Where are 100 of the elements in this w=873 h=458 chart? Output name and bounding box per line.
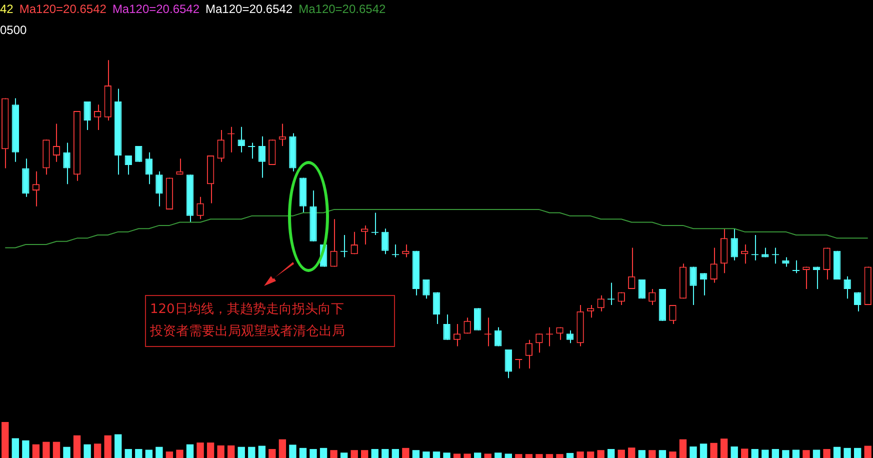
bar [278, 439, 286, 458]
bar [371, 449, 378, 458]
candlestick [710, 247, 718, 284]
candlestick [586, 304, 594, 318]
candlestick [217, 130, 224, 162]
bar [156, 446, 163, 458]
candlestick [196, 196, 204, 220]
bar [504, 454, 512, 458]
bar [464, 454, 471, 458]
candlestick [63, 142, 70, 185]
bar [330, 450, 338, 458]
candlestick [402, 244, 410, 258]
candlestick [669, 304, 676, 325]
candlestick [443, 314, 450, 340]
candlestick [32, 170, 40, 207]
text: Ma120=20.6542 [298, 2, 386, 16]
bar [73, 435, 81, 458]
bar [145, 450, 153, 458]
bar [576, 452, 584, 458]
candlestick [782, 256, 790, 268]
bar [782, 450, 790, 458]
candlestick [823, 247, 830, 280]
bar [176, 450, 184, 458]
bar [453, 454, 461, 458]
candlestick [156, 170, 163, 207]
bar [720, 438, 728, 458]
bar [618, 450, 625, 458]
candlestick [422, 279, 430, 300]
bar [741, 448, 748, 458]
bar [52, 442, 60, 458]
bar [186, 444, 194, 458]
bar [84, 444, 91, 458]
bar [310, 449, 317, 458]
bar [94, 444, 102, 458]
bar [392, 449, 400, 458]
bar [608, 449, 615, 458]
candlestick [330, 218, 338, 268]
bar [12, 438, 19, 458]
bar [679, 439, 687, 458]
bar [474, 452, 482, 458]
bar [854, 448, 862, 458]
bar [515, 454, 522, 458]
candlestick [453, 324, 461, 347]
bar [412, 450, 420, 458]
bar [361, 450, 368, 458]
bar [238, 446, 245, 458]
text: Ma120=20.6542 [19, 2, 106, 16]
candlestick [464, 317, 471, 334]
candlestick [22, 158, 30, 198]
bar [135, 449, 142, 458]
candlestick [382, 228, 389, 255]
bar [484, 454, 492, 458]
bar [443, 452, 450, 458]
candlestick [802, 266, 810, 290]
bar [340, 452, 348, 458]
bar [844, 448, 851, 458]
candlestick [566, 330, 574, 344]
bar [258, 446, 266, 458]
bar [104, 435, 112, 458]
bar [299, 448, 307, 458]
bar [320, 448, 328, 458]
bar [494, 452, 502, 458]
bar [32, 444, 40, 458]
bar [350, 450, 358, 458]
bar [802, 450, 810, 458]
bar [536, 454, 543, 458]
annotation: 120日均线，其趋势走向拐头向下 [150, 301, 345, 319]
bar [525, 454, 533, 458]
candlestick [854, 292, 862, 312]
bar [648, 450, 656, 458]
bar [124, 449, 132, 458]
candlestick [730, 228, 738, 261]
bar [546, 454, 554, 458]
text: Ma120=20.6542 [206, 2, 293, 16]
candlestick [720, 228, 728, 274]
candlestick [638, 279, 646, 300]
candlestick [432, 292, 440, 325]
bar [206, 442, 214, 458]
candlestick [258, 136, 266, 178]
bar [792, 450, 800, 458]
bar [751, 449, 758, 458]
candlestick [361, 224, 368, 246]
bar [2, 422, 9, 458]
bar [382, 449, 389, 458]
annotation: 投资者需要出局观望或者清仓出局 [150, 323, 346, 341]
bar [597, 450, 604, 458]
bar [166, 452, 174, 458]
candlestick [525, 339, 533, 370]
bar [730, 446, 738, 458]
candlestick [248, 142, 256, 160]
bar [658, 450, 666, 458]
bar [628, 448, 636, 458]
bar [762, 450, 769, 458]
bar [248, 446, 256, 458]
candlestick [84, 100, 91, 131]
bar [432, 452, 440, 458]
bar [833, 446, 841, 458]
bar [227, 445, 235, 458]
bar [402, 448, 410, 458]
bar [772, 449, 780, 458]
